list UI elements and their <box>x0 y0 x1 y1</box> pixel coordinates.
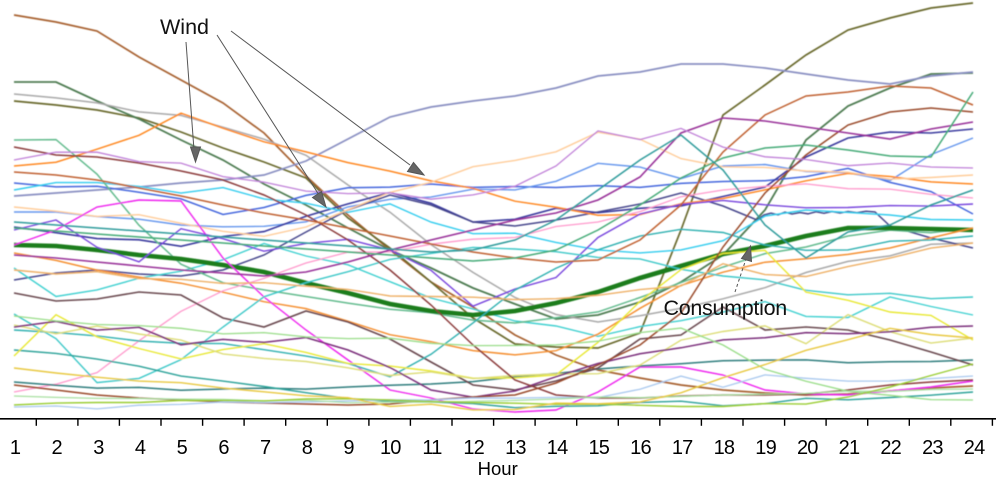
svg-text:18: 18 <box>714 437 735 459</box>
svg-text:2: 2 <box>52 437 63 459</box>
svg-text:10: 10 <box>380 437 401 459</box>
svg-text:4: 4 <box>135 437 146 459</box>
svg-text:Consumption: Consumption <box>664 296 787 320</box>
svg-text:Wind: Wind <box>160 15 209 39</box>
svg-text:22: 22 <box>880 437 901 459</box>
svg-text:Hour: Hour <box>478 458 518 479</box>
svg-text:14: 14 <box>547 437 568 459</box>
svg-text:16: 16 <box>630 437 651 459</box>
svg-text:20: 20 <box>797 437 818 459</box>
svg-text:13: 13 <box>505 437 526 459</box>
svg-text:8: 8 <box>302 437 313 459</box>
svg-text:23: 23 <box>922 437 943 459</box>
svg-text:1: 1 <box>10 437 21 459</box>
svg-text:3: 3 <box>93 437 104 459</box>
svg-text:17: 17 <box>672 437 693 459</box>
svg-text:21: 21 <box>839 437 860 459</box>
svg-text:11: 11 <box>422 437 442 459</box>
svg-text:7: 7 <box>260 437 271 459</box>
svg-text:19: 19 <box>755 437 776 459</box>
svg-text:5: 5 <box>177 437 188 459</box>
svg-text:6: 6 <box>218 437 229 459</box>
svg-text:24: 24 <box>964 437 985 459</box>
svg-text:12: 12 <box>463 437 484 459</box>
svg-text:15: 15 <box>588 437 609 459</box>
svg-text:9: 9 <box>343 437 354 459</box>
